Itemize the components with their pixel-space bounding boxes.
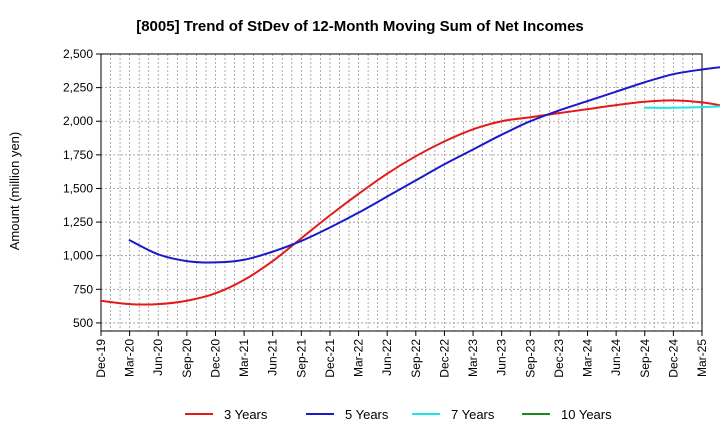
x-tick-label: Dec-24 — [666, 339, 680, 378]
x-tick-label: Jun-24 — [609, 339, 623, 376]
x-tick-label: Mar-24 — [581, 339, 595, 377]
x-tick-label: Mar-22 — [352, 339, 366, 377]
x-tick-label: Jun-21 — [266, 339, 280, 376]
y-tick-label: 1,750 — [63, 148, 93, 162]
y-tick-label: 2,250 — [63, 81, 93, 95]
x-tick-label: Sep-23 — [523, 339, 537, 378]
chart-title: [8005] Trend of StDev of 12-Month Moving… — [136, 18, 584, 35]
plot-area — [101, 54, 702, 331]
y-tick-label: 1,250 — [63, 215, 93, 229]
y-tick-label: 1,000 — [63, 249, 93, 263]
x-tick-label: Sep-20 — [180, 339, 194, 378]
x-tick-label: Mar-23 — [466, 339, 480, 377]
legend-label-2: 5 Years — [345, 407, 389, 422]
legend-label-1: 3 Years — [224, 407, 268, 422]
x-tick-label: Jun-22 — [380, 339, 394, 376]
y-tick-label: 750 — [73, 282, 93, 296]
x-tick-label: Mar-21 — [237, 339, 251, 377]
x-tick-label: Mar-20 — [123, 339, 137, 377]
series-line-1 — [100, 99, 720, 306]
legend-label-3: 7 Years — [451, 407, 495, 422]
x-tick-label: Sep-24 — [638, 339, 652, 378]
y-tick-label: 2,500 — [63, 47, 93, 61]
x-tick-label: Sep-21 — [294, 339, 308, 378]
series-line-2 — [128, 66, 720, 264]
x-tick-label: Dec-23 — [552, 339, 566, 378]
y-tick-label: 2,000 — [63, 114, 93, 128]
series-lines — [100, 66, 720, 306]
legend-label-4: 10 Years — [561, 407, 612, 422]
x-tick-label: Mar-25 — [695, 339, 709, 377]
x-tick-label: Dec-22 — [437, 339, 451, 378]
x-tick-label: Dec-21 — [323, 339, 337, 378]
x-tick-label: Dec-19 — [94, 339, 108, 378]
legend: 3 Years 5 Years 7 Years 10 Years — [185, 407, 612, 422]
plot-frame — [100, 53, 703, 332]
y-tick-label: 500 — [73, 316, 93, 330]
grid-lines — [101, 53, 702, 331]
y-tick-label: 1,500 — [63, 181, 93, 195]
x-tick-label: Dec-20 — [208, 339, 222, 378]
x-tick-label: Sep-22 — [409, 339, 423, 378]
x-tick-label: Jun-23 — [495, 339, 509, 376]
x-tick-label: Jun-20 — [151, 339, 165, 376]
axes: 500 750 1,000 1,250 1,500 1,750 2,000 2,250 2,50… — [63, 47, 709, 378]
y-axis-label: Amount (million yen) — [7, 132, 22, 251]
